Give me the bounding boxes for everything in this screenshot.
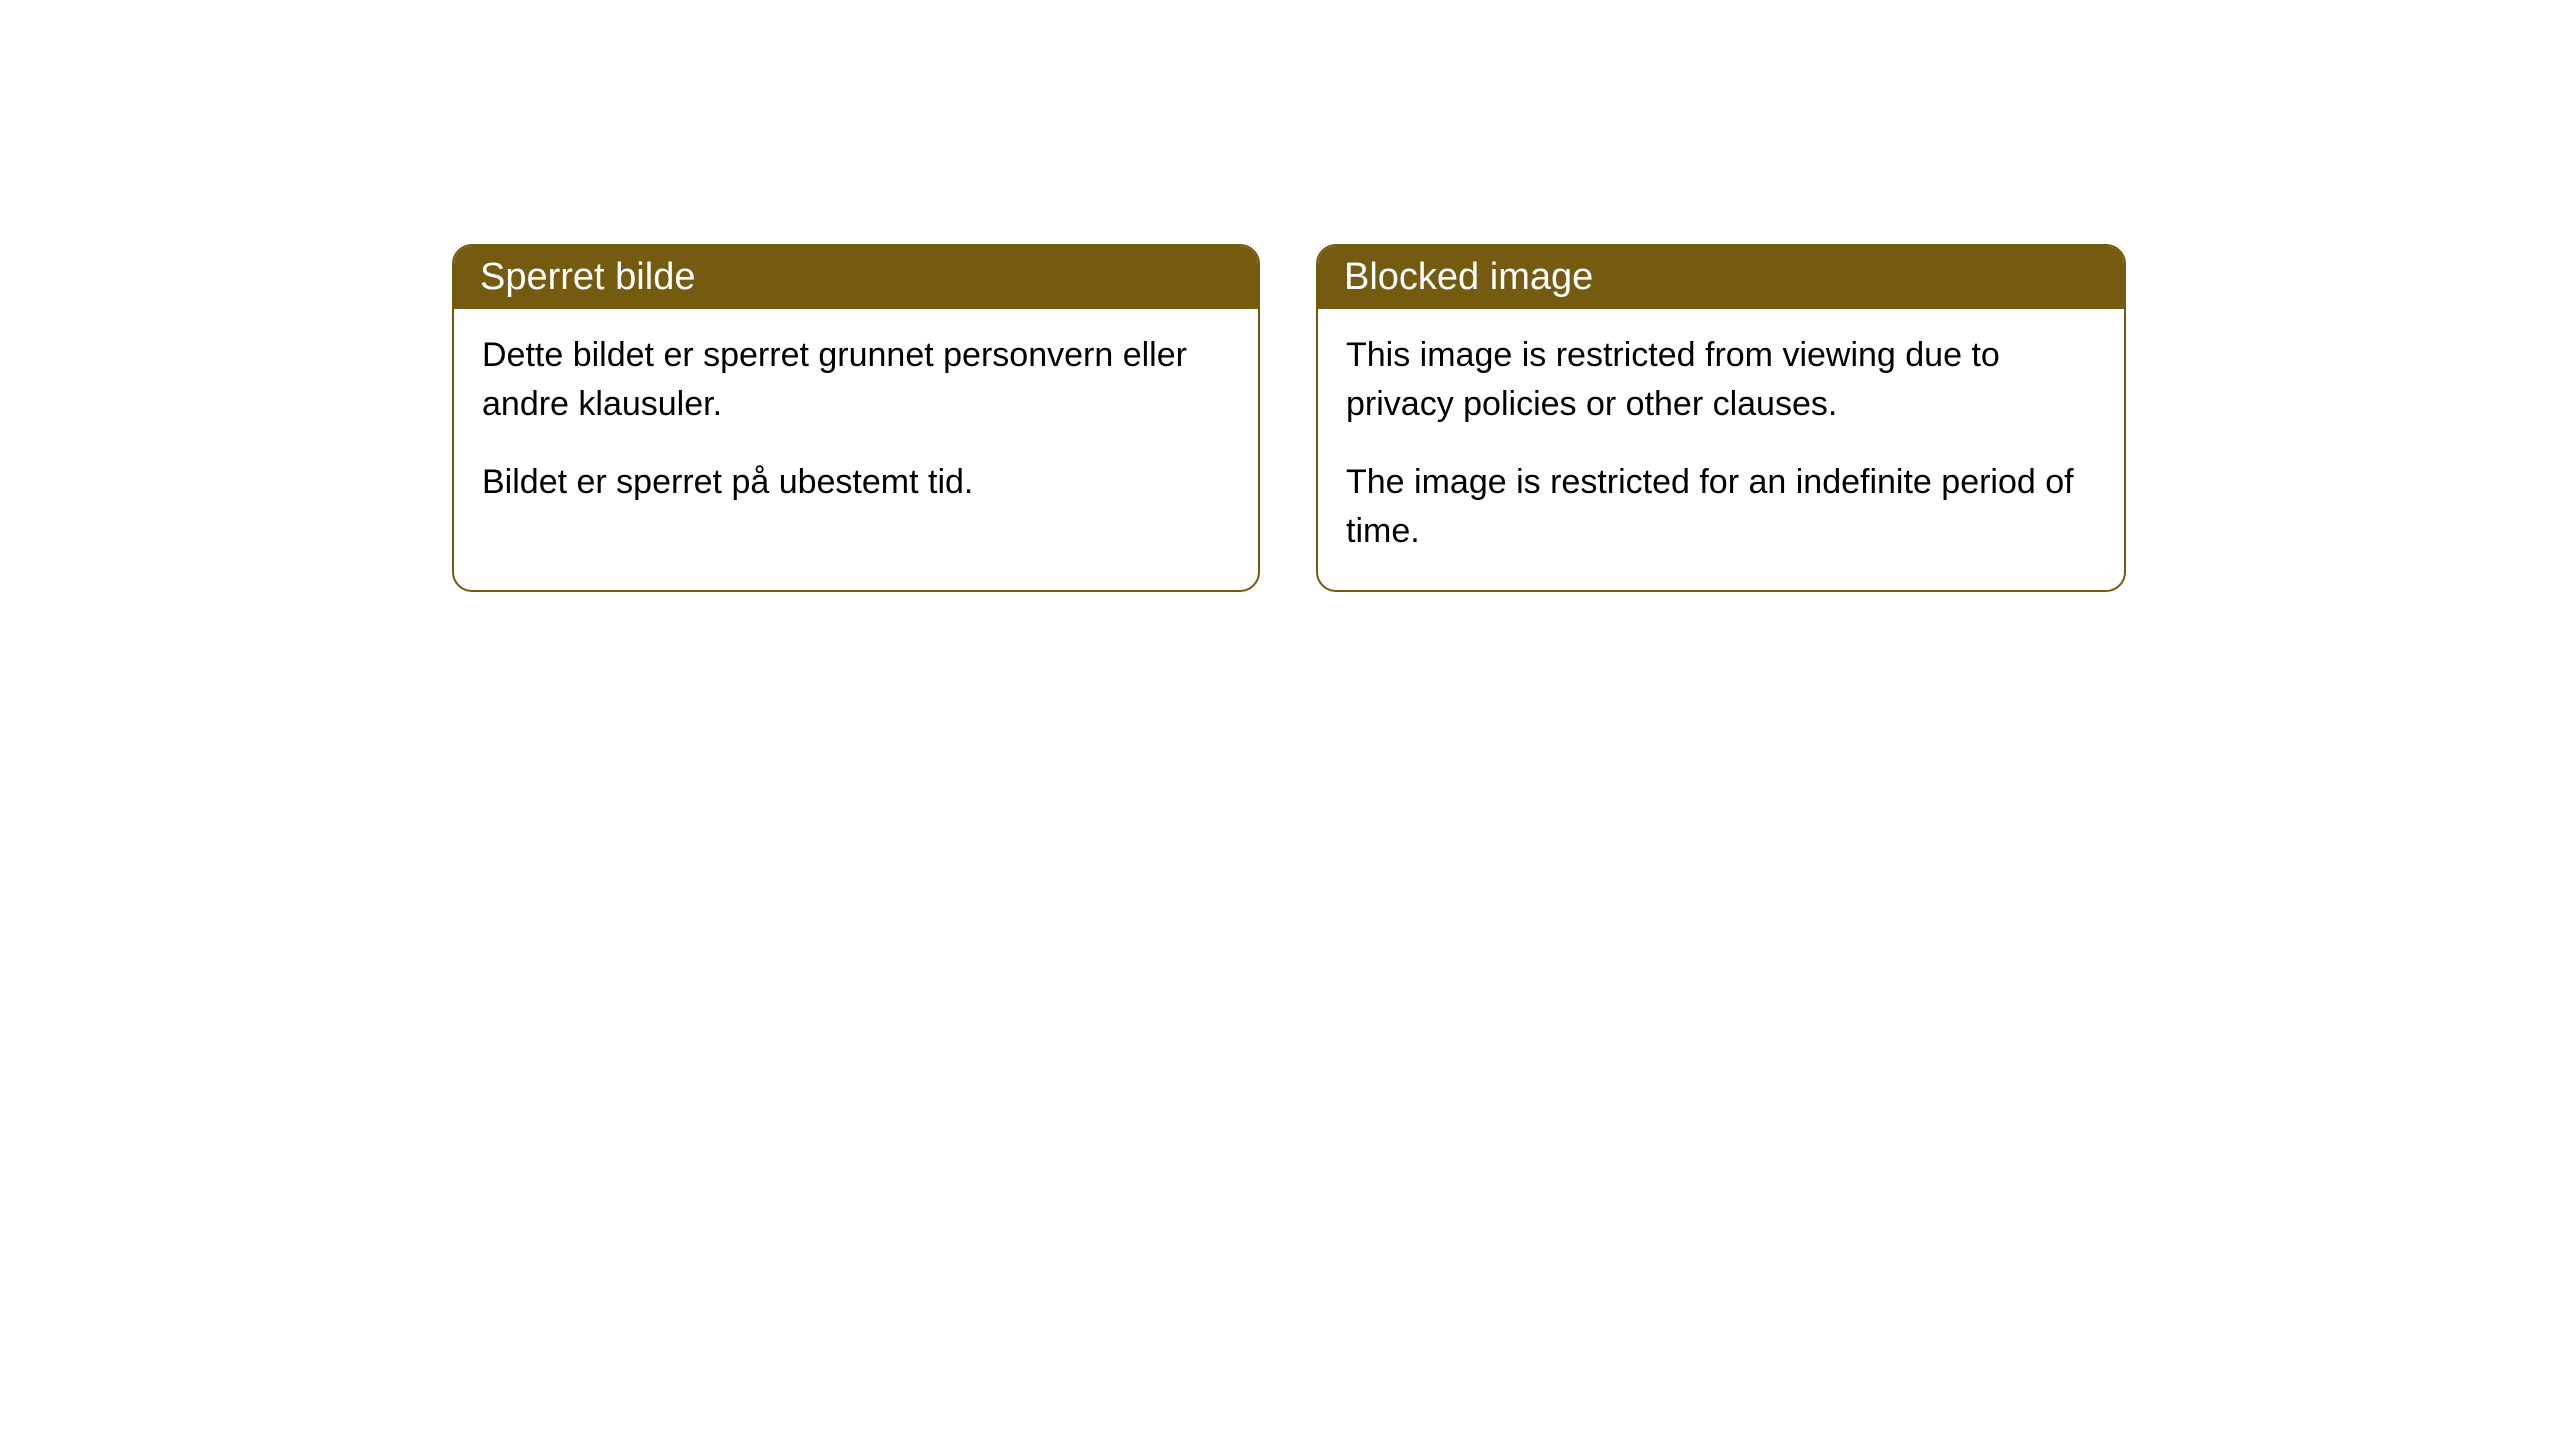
card-body-norwegian: Dette bildet er sperret grunnet personve… <box>454 309 1258 541</box>
card-paragraph-1-english: This image is restricted from viewing du… <box>1346 331 2096 430</box>
card-paragraph-2-english: The image is restricted for an indefinit… <box>1346 458 2096 557</box>
card-header-norwegian: Sperret bilde <box>454 246 1258 309</box>
notice-cards-container: Sperret bilde Dette bildet er sperret gr… <box>452 244 2126 592</box>
card-header-english: Blocked image <box>1318 246 2124 309</box>
card-title-english: Blocked image <box>1344 256 1593 298</box>
card-title-norwegian: Sperret bilde <box>480 256 695 298</box>
card-paragraph-2-norwegian: Bildet er sperret på ubestemt tid. <box>482 458 1230 507</box>
card-paragraph-1-norwegian: Dette bildet er sperret grunnet personve… <box>482 331 1230 430</box>
card-body-english: This image is restricted from viewing du… <box>1318 309 2124 590</box>
blocked-image-card-norwegian: Sperret bilde Dette bildet er sperret gr… <box>452 244 1260 592</box>
blocked-image-card-english: Blocked image This image is restricted f… <box>1316 244 2126 592</box>
